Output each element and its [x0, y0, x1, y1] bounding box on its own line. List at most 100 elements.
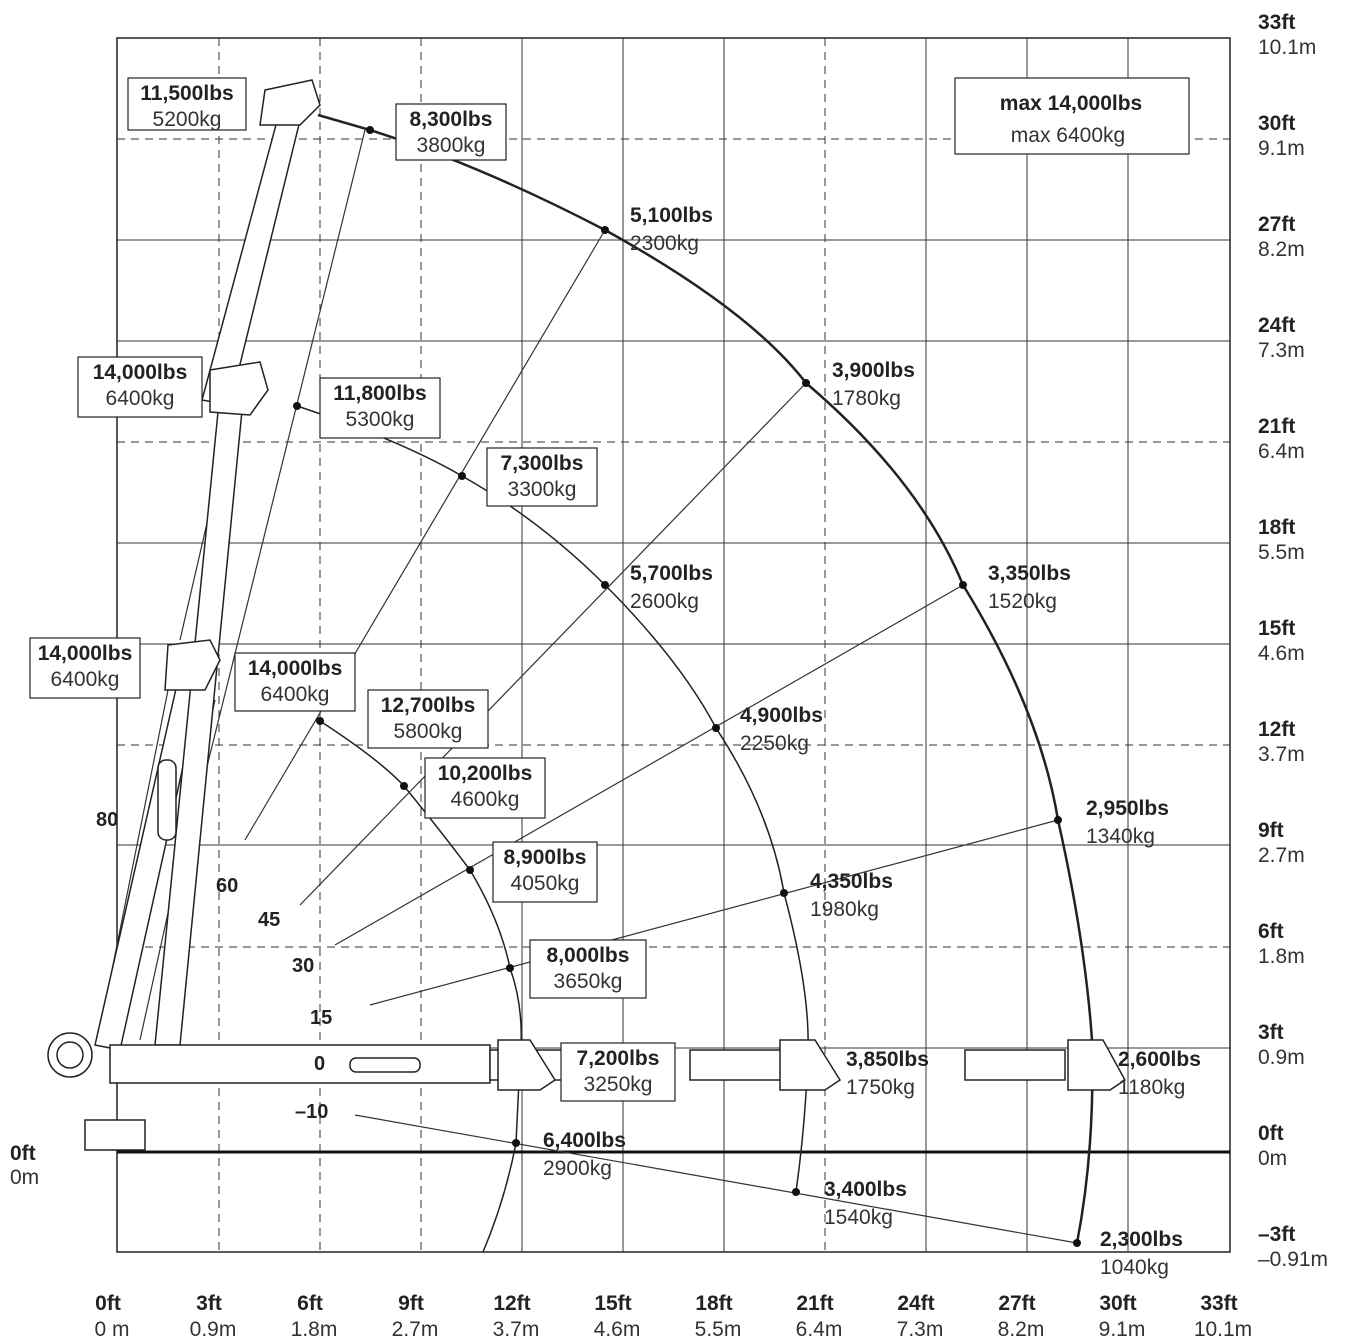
x-tick-m: 2.7m	[392, 1318, 439, 1341]
load-kg: 3250kg	[584, 1073, 653, 1096]
load-label: 8,900lbs 4050kg	[492, 841, 598, 903]
load-kg: 1780kg	[832, 387, 901, 410]
x-tick-ft: 6ft	[297, 1292, 323, 1315]
load-lbs: 3,900lbs	[832, 359, 915, 382]
max-lbs: max 14,000lbs	[1000, 92, 1142, 115]
angle-label: 30	[292, 955, 314, 977]
y-tick-m: 8.2m	[1258, 238, 1305, 261]
load-label: 11,500lbs 5200kg	[127, 77, 247, 131]
y-tick-m: 5.5m	[1258, 541, 1305, 564]
x-tick-m: 10.1m	[1194, 1318, 1252, 1341]
load-label: 2,600lbs 1180kg	[1118, 1048, 1201, 1099]
y-tick-ft: 6ft	[1258, 920, 1284, 943]
load-label: 8,000lbs 3650kg	[529, 939, 647, 999]
load-lbs: 6,400lbs	[543, 1129, 626, 1152]
crane-drawing	[47, 79, 1126, 1151]
x-tick-ft: 15ft	[594, 1292, 631, 1315]
x-tick-ft: 21ft	[796, 1292, 833, 1315]
angle-label: 80	[96, 809, 118, 831]
load-kg: 1750kg	[846, 1076, 915, 1099]
load-kg: 4600kg	[451, 788, 520, 811]
y-tick-ft: 27ft	[1258, 213, 1295, 236]
load-lbs: 3,850lbs	[846, 1048, 929, 1071]
x-tick-ft: 27ft	[998, 1292, 1035, 1315]
y-tick-ft: 15ft	[1258, 617, 1295, 640]
y-tick-m: 0m	[1258, 1147, 1287, 1170]
load-kg: 1540kg	[824, 1206, 893, 1229]
angle-label: –10	[295, 1101, 328, 1123]
x-tick-m: 0.9m	[190, 1318, 237, 1341]
load-label: 8,300lbs 3800kg	[395, 103, 507, 161]
arc-outer	[317, 113, 1094, 1244]
x-tick-m: 1.8m	[291, 1318, 338, 1341]
y-tick-ft: 12ft	[1258, 718, 1295, 741]
load-lbs: 3,400lbs	[824, 1178, 907, 1201]
load-label: 5,100lbs 2300kg	[630, 204, 713, 255]
load-kg: 2600kg	[630, 590, 699, 613]
load-lbs: 8,900lbs	[504, 846, 587, 869]
angle-label: 0	[314, 1053, 325, 1075]
load-kg: 6400kg	[261, 683, 330, 706]
y-axis-left: 0ft 0m	[10, 1142, 39, 1189]
y-left-m: 0m	[10, 1166, 39, 1189]
angle-labels: 80 60 45 30 15 0 –10	[96, 809, 332, 1123]
load-kg: 2250kg	[740, 732, 809, 755]
load-lbs: 7,200lbs	[577, 1047, 660, 1070]
load-lbs: 4,350lbs	[810, 870, 893, 893]
load-label: 12,700lbs 5800kg	[367, 689, 489, 749]
load-lbs: 2,600lbs	[1118, 1048, 1201, 1071]
load-lbs: 11,500lbs	[140, 82, 233, 105]
load-label: 3,900lbs 1780kg	[832, 359, 915, 410]
x-tick-ft: 9ft	[398, 1292, 424, 1315]
x-tick-ft: 12ft	[493, 1292, 530, 1315]
y-tick-m: 3.7m	[1258, 743, 1305, 766]
load-lbs: 8,000lbs	[547, 944, 630, 967]
load-label: 7,200lbs 3250kg	[560, 1042, 676, 1102]
y-tick-ft: 21ft	[1258, 415, 1295, 438]
y-tick-m: 10.1m	[1258, 36, 1316, 59]
load-label: 6,400lbs 2900kg	[543, 1129, 626, 1180]
x-tick-m: 9.1m	[1099, 1318, 1146, 1341]
load-lbs: 7,300lbs	[501, 452, 584, 475]
load-lbs: 14,000lbs	[248, 657, 343, 680]
x-tick-ft: 18ft	[695, 1292, 732, 1315]
max-kg: max 6400kg	[1011, 124, 1125, 147]
load-lbs: 12,700lbs	[381, 694, 476, 717]
load-label: 3,850lbs 1750kg	[846, 1048, 929, 1099]
x-tick-m: 4.6m	[594, 1318, 641, 1341]
load-label: 2,950lbs 1340kg	[1086, 797, 1169, 848]
load-lbs: 14,000lbs	[93, 361, 188, 384]
load-kg: 1340kg	[1086, 825, 1155, 848]
load-lbs: 8,300lbs	[410, 108, 493, 131]
load-label: 14,000lbs 6400kg	[234, 652, 356, 712]
load-kg: 6400kg	[51, 668, 120, 691]
x-tick-m: 3.7m	[493, 1318, 540, 1341]
load-kg: 1980kg	[810, 898, 879, 921]
y-tick-ft: 3ft	[1258, 1021, 1284, 1044]
x-tick-m: 7.3m	[897, 1318, 944, 1341]
x-tick-ft: 0ft	[95, 1292, 121, 1315]
load-lbs: 14,000lbs	[38, 642, 133, 665]
load-lbs: 10,200lbs	[438, 762, 533, 785]
load-kg: 2900kg	[543, 1157, 612, 1180]
load-label: 14,000lbs 6400kg	[77, 356, 203, 418]
load-lbs: 2,950lbs	[1086, 797, 1169, 820]
x-tick-ft: 3ft	[196, 1292, 222, 1315]
load-label: 4,900lbs 2250kg	[740, 704, 823, 755]
y-left-ft: 0ft	[10, 1142, 36, 1165]
y-tick-m: 6.4m	[1258, 440, 1305, 463]
load-lbs: 11,800lbs	[333, 382, 426, 405]
x-tick-ft: 33ft	[1200, 1292, 1237, 1315]
load-kg: 1040kg	[1100, 1256, 1169, 1279]
load-kg: 3650kg	[554, 970, 623, 993]
x-tick-m: 0 m	[94, 1318, 129, 1341]
load-label: 7,300lbs 3300kg	[486, 447, 598, 507]
max-capacity-box: max 14,000lbs max 6400kg	[954, 77, 1190, 155]
load-kg: 3300kg	[508, 478, 577, 501]
y-tick-m: 2.7m	[1258, 844, 1305, 867]
angle-label: 60	[216, 875, 238, 897]
load-kg: 1180kg	[1118, 1076, 1185, 1099]
x-tick-ft: 30ft	[1099, 1292, 1136, 1315]
